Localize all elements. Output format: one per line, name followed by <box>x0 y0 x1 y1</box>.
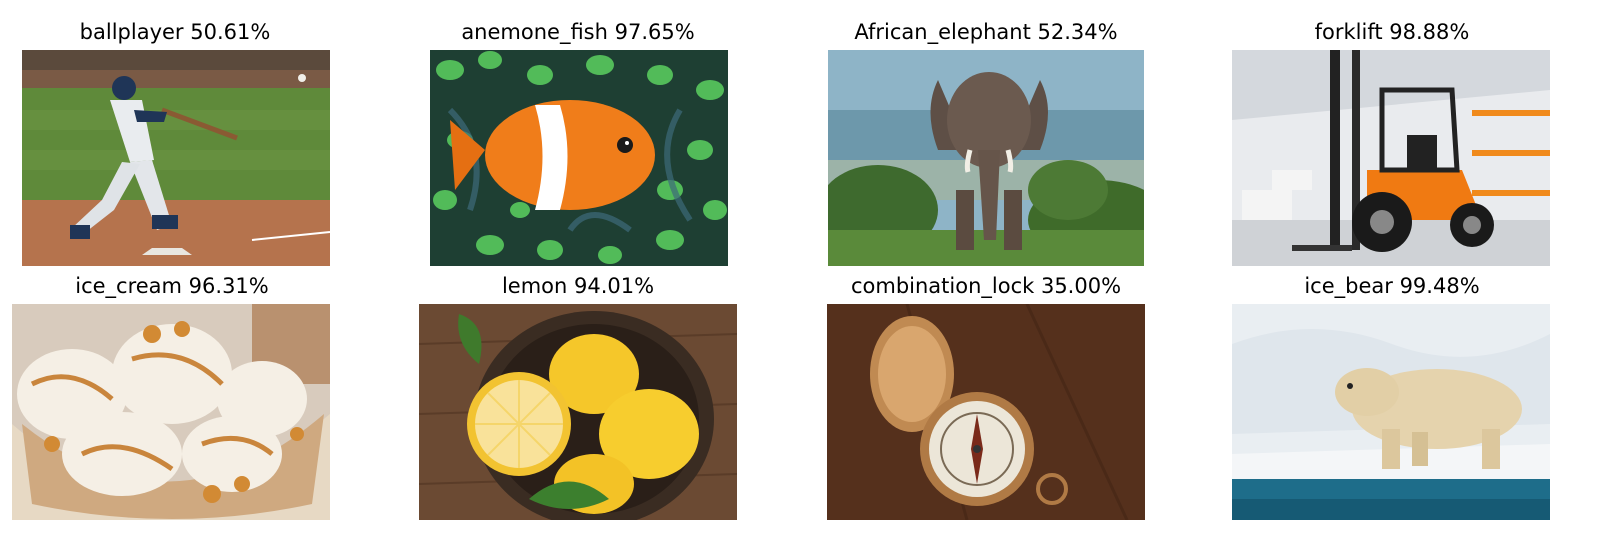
panel-title: ballplayer 50.61% <box>79 20 271 44</box>
compass-photo <box>827 304 1145 520</box>
panel-combination-lock: combination_lock 35.00% <box>826 270 1146 520</box>
panel-title: anemone_fish 97.65% <box>461 20 695 44</box>
panel-title: ice_cream 96.31% <box>75 274 269 298</box>
panel-ice-cream: ice_cream 96.31% <box>12 270 332 520</box>
panel-anemone-fish: anemone_fish 97.65% <box>428 16 728 266</box>
panel-title: African_elephant 52.34% <box>854 20 1118 44</box>
baseball-player-photo <box>22 50 330 266</box>
polar-bear-photo <box>1232 304 1550 520</box>
lemon-photo <box>419 304 737 520</box>
panel-title: lemon 94.01% <box>501 274 655 298</box>
clownfish-photo <box>430 50 728 266</box>
ice-cream-photo <box>12 304 330 520</box>
panel-forklift: forklift 98.88% <box>1232 16 1552 266</box>
elephant-photo <box>828 50 1144 266</box>
forklift-photo <box>1232 50 1550 266</box>
panel-african-elephant: African_elephant 52.34% <box>826 16 1146 266</box>
panel-title: ice_bear 99.48% <box>1304 274 1480 298</box>
panel-title: forklift 98.88% <box>1314 20 1470 44</box>
panel-lemon: lemon 94.01% <box>418 270 738 520</box>
panel-ice-bear: ice_bear 99.48% <box>1232 270 1552 520</box>
panel-title: combination_lock 35.00% <box>850 274 1122 298</box>
panel-ballplayer: ballplayer 50.61% <box>20 16 330 266</box>
